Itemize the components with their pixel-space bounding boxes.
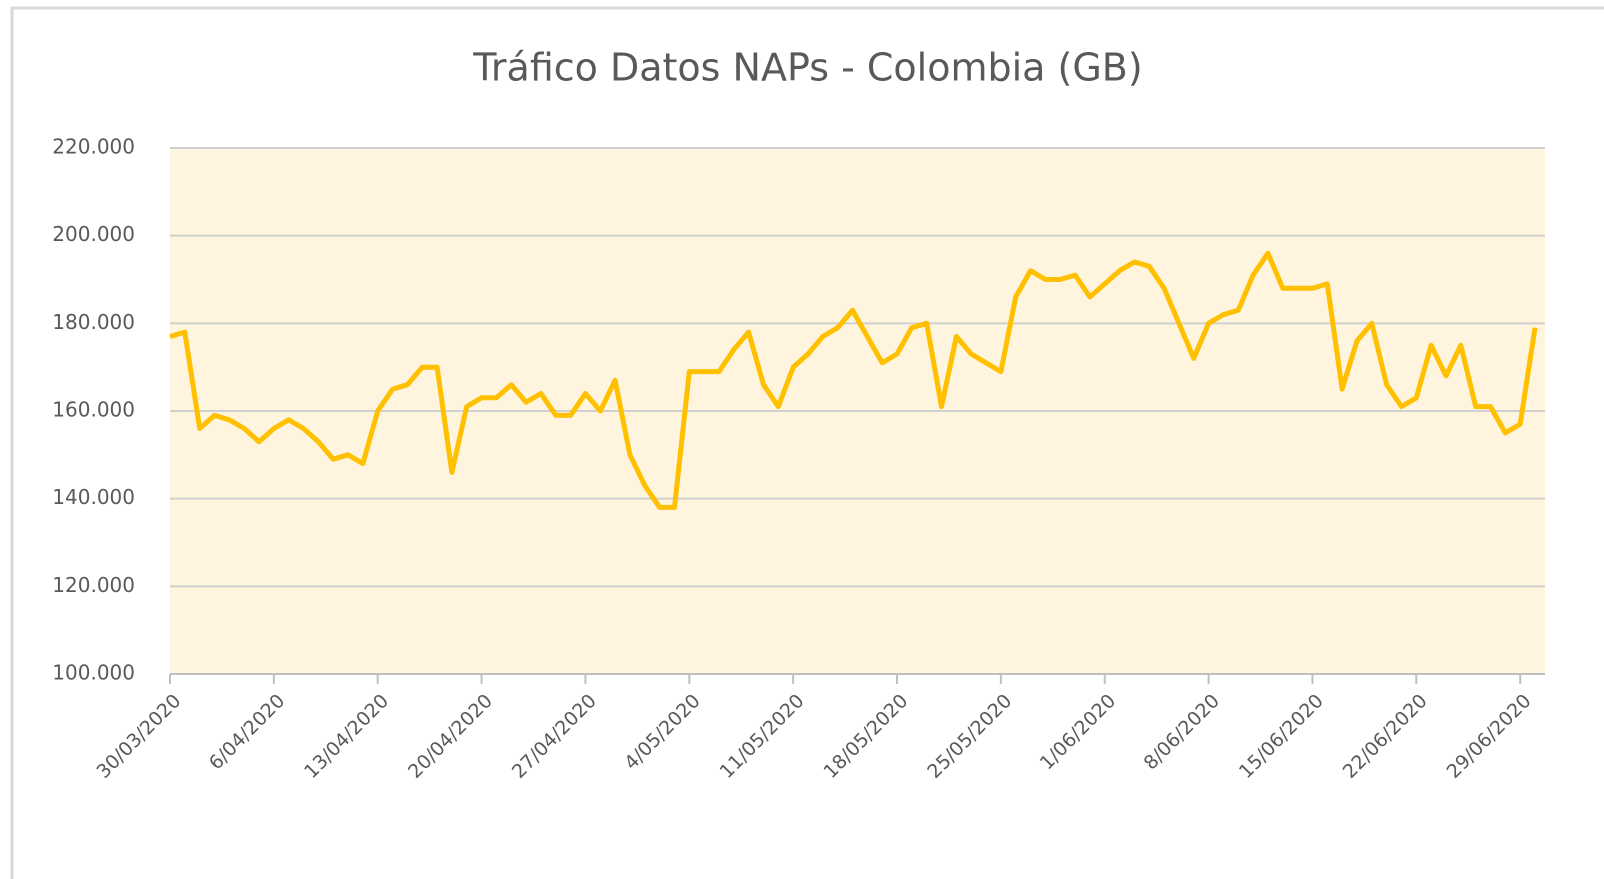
x-tick-label: 15/06/2020 [1235, 690, 1328, 783]
y-tick-label: 120.000 [52, 573, 135, 597]
chart-frame [10, 6, 1604, 879]
y-tick-label: 160.000 [52, 398, 135, 422]
x-tick-label: 8/06/2020 [1140, 690, 1224, 774]
y-tick-label: 200.000 [52, 222, 135, 246]
x-tick-label: 6/04/2020 [205, 690, 289, 774]
x-tick-label: 22/06/2020 [1339, 690, 1432, 783]
x-tick-label: 4/05/2020 [620, 690, 704, 774]
x-tick-label: 27/04/2020 [508, 690, 601, 783]
x-tick-label: 25/05/2020 [923, 690, 1016, 783]
x-tick-label: 18/05/2020 [819, 690, 912, 783]
x-tick-label: 13/04/2020 [300, 690, 393, 783]
data-line [169, 250, 1538, 510]
y-tick-label: 140.000 [52, 485, 135, 509]
x-tick-label: 20/04/2020 [404, 690, 497, 783]
x-tick-label: 11/05/2020 [716, 690, 809, 783]
y-tick-label: 180.000 [52, 310, 135, 334]
x-tick-label: 30/03/2020 [92, 690, 185, 783]
x-tick-label: 29/06/2020 [1443, 690, 1536, 783]
y-tick-label: 220.000 [52, 135, 135, 159]
y-tick-label: 100.000 [52, 661, 135, 685]
chart-title: Tráfico Datos NAPs - Colombia (GB) [472, 46, 1142, 90]
x-tick-label: 1/06/2020 [1036, 690, 1120, 774]
